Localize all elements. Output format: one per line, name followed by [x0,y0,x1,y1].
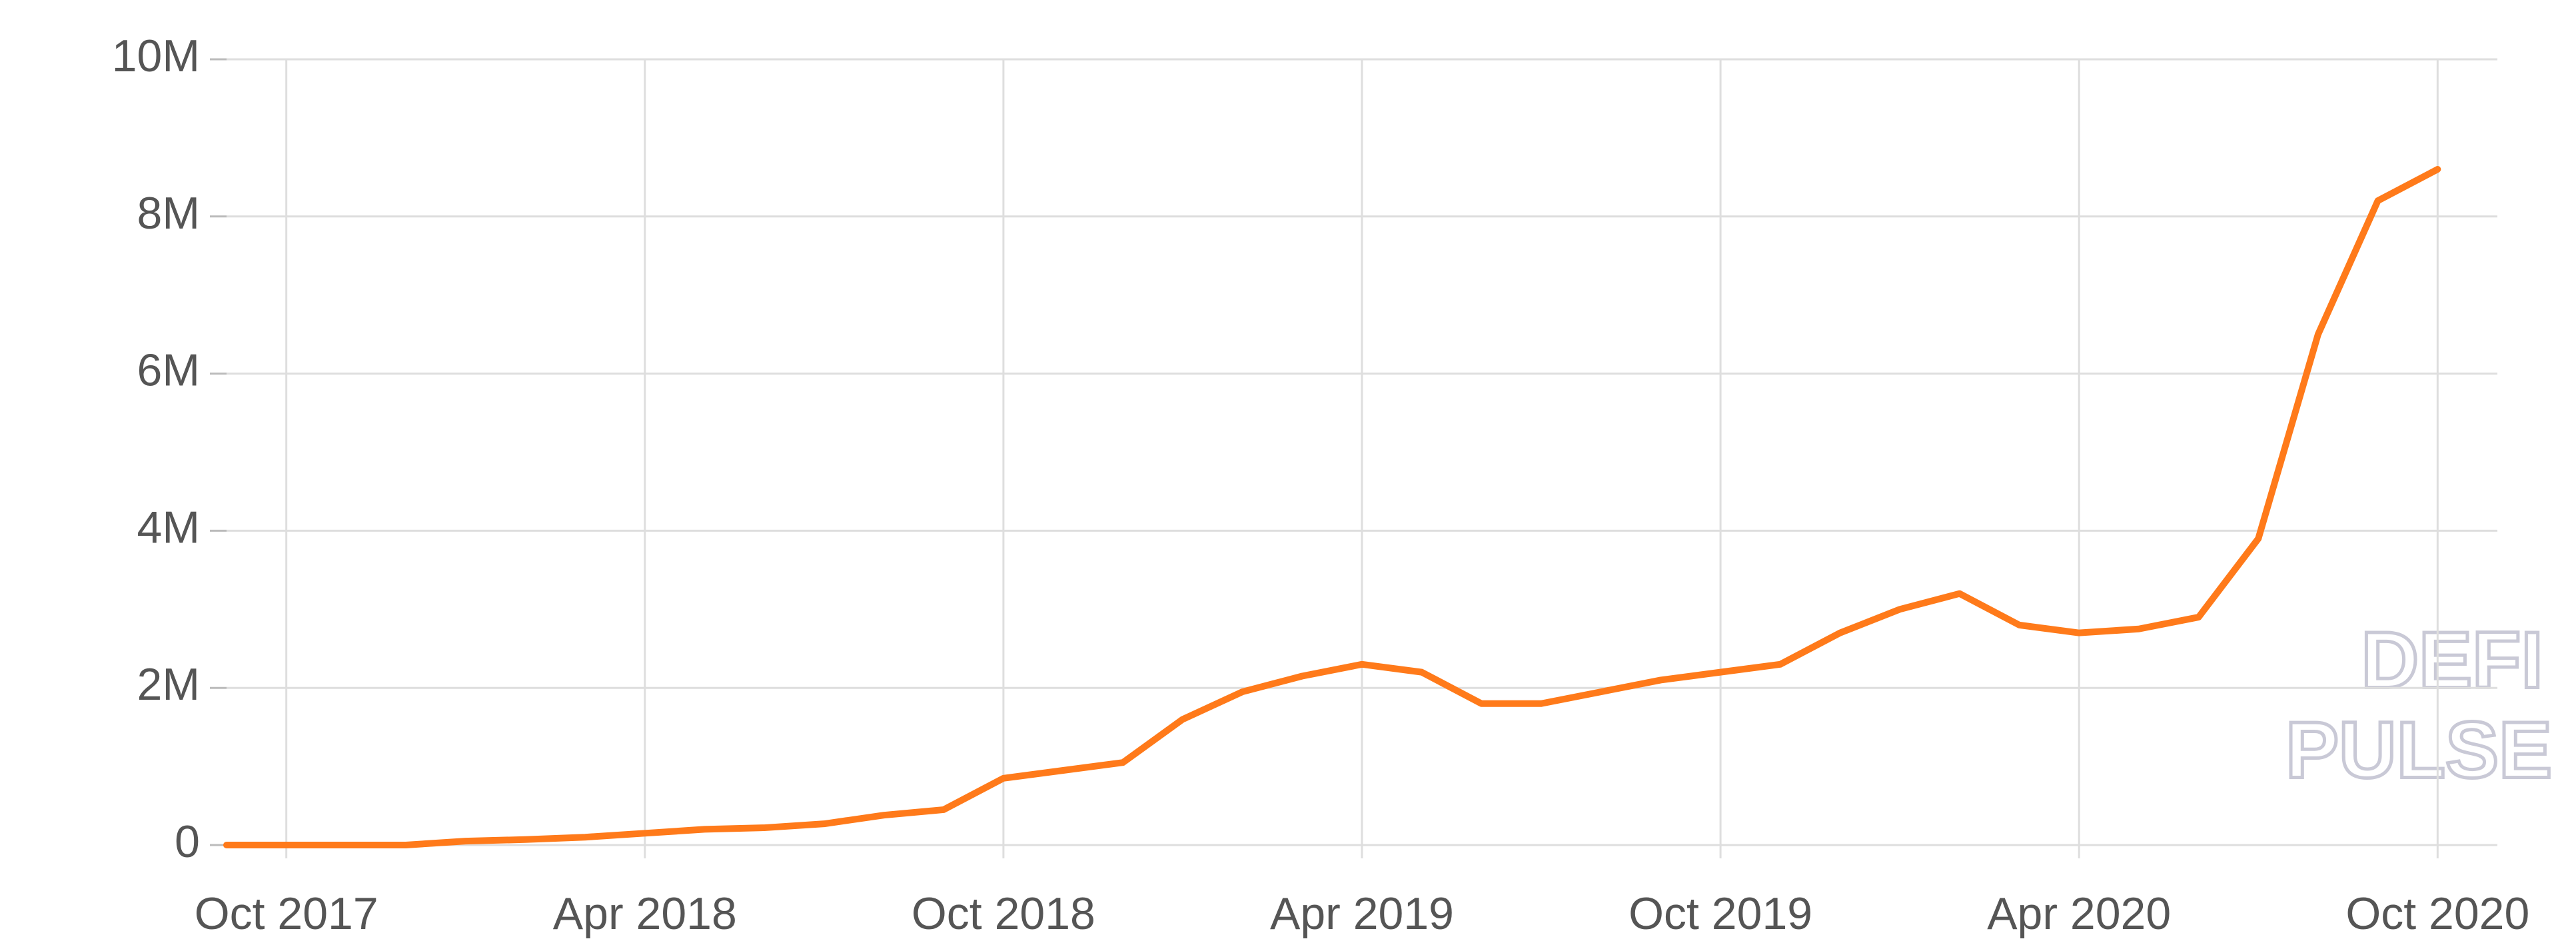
x-tick-label: Apr 2020 [1987,888,2171,939]
watermark: PULSE [2285,706,2552,795]
x-tick-label: Oct 2017 [195,888,378,939]
x-tick-label: Oct 2018 [912,888,1095,939]
y-tick-label: 8M [137,188,200,239]
y-tick-label: 0 [175,816,200,867]
x-tick-label: Oct 2020 [2345,888,2529,939]
data-line [223,166,2441,848]
y-tick-label: 6M [137,345,200,396]
x-tick-label: Oct 2019 [1628,888,1812,939]
watermark: DEFI [2361,616,2543,705]
y-tick-label: 2M [137,659,200,710]
x-tick-label: Apr 2019 [1270,888,1454,939]
x-tick-label: Apr 2018 [553,888,737,939]
y-tick-label: 10M [112,31,200,81]
y-tick-label: 4M [137,502,200,552]
